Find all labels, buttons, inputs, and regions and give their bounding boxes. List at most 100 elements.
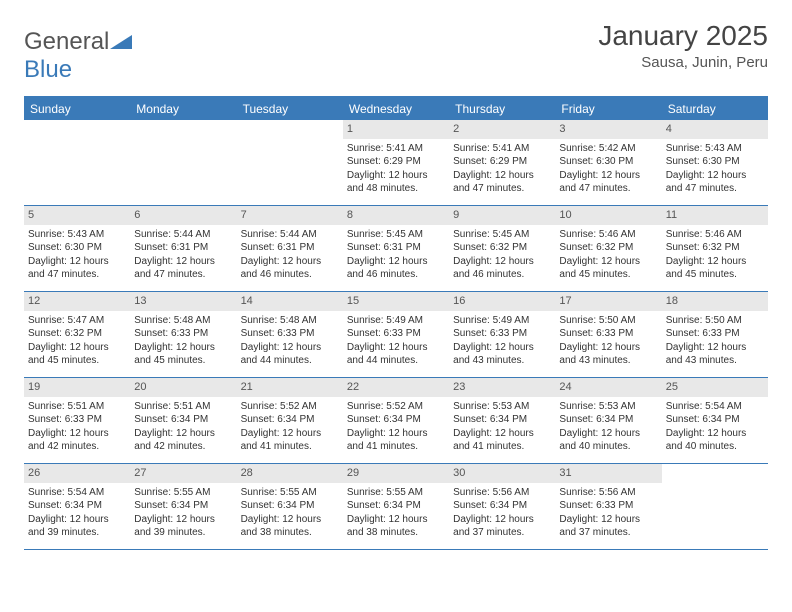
calendar-cell: 3 Sunrise: 5:42 AMSunset: 6:30 PMDaylight… — [555, 120, 661, 206]
calendar-cell-empty — [130, 120, 236, 206]
day-number: 7 — [237, 206, 343, 225]
sunset-text: Sunset: 6:33 PM — [666, 327, 764, 341]
sunrise-text: Sunrise: 5:47 AM — [28, 314, 126, 328]
sunset-text: Sunset: 6:33 PM — [134, 327, 232, 341]
daylight-text: Daylight: 12 hours and 39 minutes. — [28, 513, 126, 540]
day-number: 13 — [130, 292, 236, 311]
sunrise-text: Sunrise: 5:49 AM — [347, 314, 445, 328]
calendar-cell-empty — [237, 120, 343, 206]
title-block: January 2025 Sausa, Junin, Peru — [598, 20, 768, 71]
day-header: Saturday — [662, 98, 768, 120]
calendar-cell: 27Sunrise: 5:55 AMSunset: 6:34 PMDayligh… — [130, 464, 236, 550]
daylight-text: Daylight: 12 hours and 38 minutes. — [241, 513, 339, 540]
day-number: 20 — [130, 378, 236, 397]
calendar-cell: 4Sunrise: 5:43 AMSunset: 6:30 PMDaylight… — [662, 120, 768, 206]
daylight-text: Daylight: 12 hours and 48 minutes. — [347, 169, 445, 196]
day-number: 24 — [555, 378, 661, 397]
brand-part1: General — [24, 28, 109, 55]
sunset-text: Sunset: 6:32 PM — [666, 241, 764, 255]
location-text: Sausa, Junin, Peru — [598, 54, 768, 71]
sunrise-text: Sunrise: 5:53 AM — [559, 400, 657, 414]
sunrise-text: Sunrise: 5:46 AM — [666, 228, 764, 242]
sunrise-text: Sunrise: 5:48 AM — [134, 314, 232, 328]
day-number: 2 — [449, 120, 555, 139]
day-header: Monday — [130, 98, 236, 120]
day-number: 5 — [24, 206, 130, 225]
calendar-cell: 22Sunrise: 5:52 AMSunset: 6:34 PMDayligh… — [343, 378, 449, 464]
sunset-text: Sunset: 6:33 PM — [559, 499, 657, 513]
day-number: 14 — [237, 292, 343, 311]
month-title: January 2025 — [598, 20, 768, 52]
sunrise-text: Sunrise: 5:48 AM — [241, 314, 339, 328]
daylight-text: Daylight: 12 hours and 40 minutes. — [666, 427, 764, 454]
calendar-cell: 20Sunrise: 5:51 AMSunset: 6:34 PMDayligh… — [130, 378, 236, 464]
calendar-grid: SundayMondayTuesdayWednesdayThursdayFrid… — [24, 96, 768, 550]
sunset-text: Sunset: 6:32 PM — [559, 241, 657, 255]
sunrise-text: Sunrise: 5:42 AM — [559, 142, 657, 156]
daylight-text: Daylight: 12 hours and 47 minutes. — [559, 169, 657, 196]
sunrise-text: Sunrise: 5:55 AM — [241, 486, 339, 500]
sunrise-text: Sunrise: 5:45 AM — [347, 228, 445, 242]
daylight-text: Daylight: 12 hours and 45 minutes. — [666, 255, 764, 282]
day-number: 3 — [555, 120, 661, 139]
calendar-cell: 2Sunrise: 5:41 AMSunset: 6:29 PMDaylight… — [449, 120, 555, 206]
calendar-cell: 15Sunrise: 5:49 AMSunset: 6:33 PMDayligh… — [343, 292, 449, 378]
sunset-text: Sunset: 6:34 PM — [453, 499, 551, 513]
calendar-cell: 28Sunrise: 5:55 AMSunset: 6:34 PMDayligh… — [237, 464, 343, 550]
daylight-text: Daylight: 12 hours and 44 minutes. — [241, 341, 339, 368]
calendar-cell: 23Sunrise: 5:53 AMSunset: 6:34 PMDayligh… — [449, 378, 555, 464]
sunset-text: Sunset: 6:29 PM — [347, 155, 445, 169]
sunset-text: Sunset: 6:30 PM — [28, 241, 126, 255]
day-number: 18 — [662, 292, 768, 311]
sunrise-text: Sunrise: 5:41 AM — [347, 142, 445, 156]
day-number: 27 — [130, 464, 236, 483]
daylight-text: Daylight: 12 hours and 46 minutes. — [347, 255, 445, 282]
brand-triangle-icon — [110, 33, 132, 49]
day-number: 11 — [662, 206, 768, 225]
day-number: 1 — [343, 120, 449, 139]
sunset-text: Sunset: 6:31 PM — [347, 241, 445, 255]
day-number: 21 — [237, 378, 343, 397]
day-number: 8 — [343, 206, 449, 225]
sunset-text: Sunset: 6:33 PM — [559, 327, 657, 341]
sunset-text: Sunset: 6:30 PM — [666, 155, 764, 169]
sunset-text: Sunset: 6:34 PM — [28, 499, 126, 513]
day-number: 26 — [24, 464, 130, 483]
calendar-cell: 19Sunrise: 5:51 AMSunset: 6:33 PMDayligh… — [24, 378, 130, 464]
daylight-text: Daylight: 12 hours and 37 minutes. — [559, 513, 657, 540]
calendar-cell: 13Sunrise: 5:48 AMSunset: 6:33 PMDayligh… — [130, 292, 236, 378]
daylight-text: Daylight: 12 hours and 44 minutes. — [347, 341, 445, 368]
calendar-cell: 29Sunrise: 5:55 AMSunset: 6:34 PMDayligh… — [343, 464, 449, 550]
sunrise-text: Sunrise: 5:51 AM — [28, 400, 126, 414]
daylight-text: Daylight: 12 hours and 47 minutes. — [134, 255, 232, 282]
day-number: 29 — [343, 464, 449, 483]
sunset-text: Sunset: 6:31 PM — [241, 241, 339, 255]
daylight-text: Daylight: 12 hours and 45 minutes. — [559, 255, 657, 282]
sunrise-text: Sunrise: 5:53 AM — [453, 400, 551, 414]
day-number: 9 — [449, 206, 555, 225]
calendar-cell: 7Sunrise: 5:44 AMSunset: 6:31 PMDaylight… — [237, 206, 343, 292]
sunrise-text: Sunrise: 5:45 AM — [453, 228, 551, 242]
sunrise-text: Sunrise: 5:55 AM — [134, 486, 232, 500]
sunset-text: Sunset: 6:32 PM — [28, 327, 126, 341]
calendar-cell: 17Sunrise: 5:50 AMSunset: 6:33 PMDayligh… — [555, 292, 661, 378]
sunset-text: Sunset: 6:34 PM — [666, 413, 764, 427]
sunset-text: Sunset: 6:34 PM — [453, 413, 551, 427]
day-number: 31 — [555, 464, 661, 483]
day-number: 25 — [662, 378, 768, 397]
sunset-text: Sunset: 6:34 PM — [347, 499, 445, 513]
sunset-text: Sunset: 6:30 PM — [559, 155, 657, 169]
sunset-text: Sunset: 6:34 PM — [241, 499, 339, 513]
sunset-text: Sunset: 6:29 PM — [453, 155, 551, 169]
daylight-text: Daylight: 12 hours and 45 minutes. — [28, 341, 126, 368]
daylight-text: Daylight: 12 hours and 39 minutes. — [134, 513, 232, 540]
day-header: Friday — [555, 98, 661, 120]
calendar-cell: 26Sunrise: 5:54 AMSunset: 6:34 PMDayligh… — [24, 464, 130, 550]
daylight-text: Daylight: 12 hours and 41 minutes. — [347, 427, 445, 454]
calendar-cell: 8 Sunrise: 5:45 AMSunset: 6:31 PMDaylight… — [343, 206, 449, 292]
daylight-text: Daylight: 12 hours and 43 minutes. — [666, 341, 764, 368]
day-number: 23 — [449, 378, 555, 397]
day-number: 30 — [449, 464, 555, 483]
sunrise-text: Sunrise: 5:51 AM — [134, 400, 232, 414]
daylight-text: Daylight: 12 hours and 38 minutes. — [347, 513, 445, 540]
